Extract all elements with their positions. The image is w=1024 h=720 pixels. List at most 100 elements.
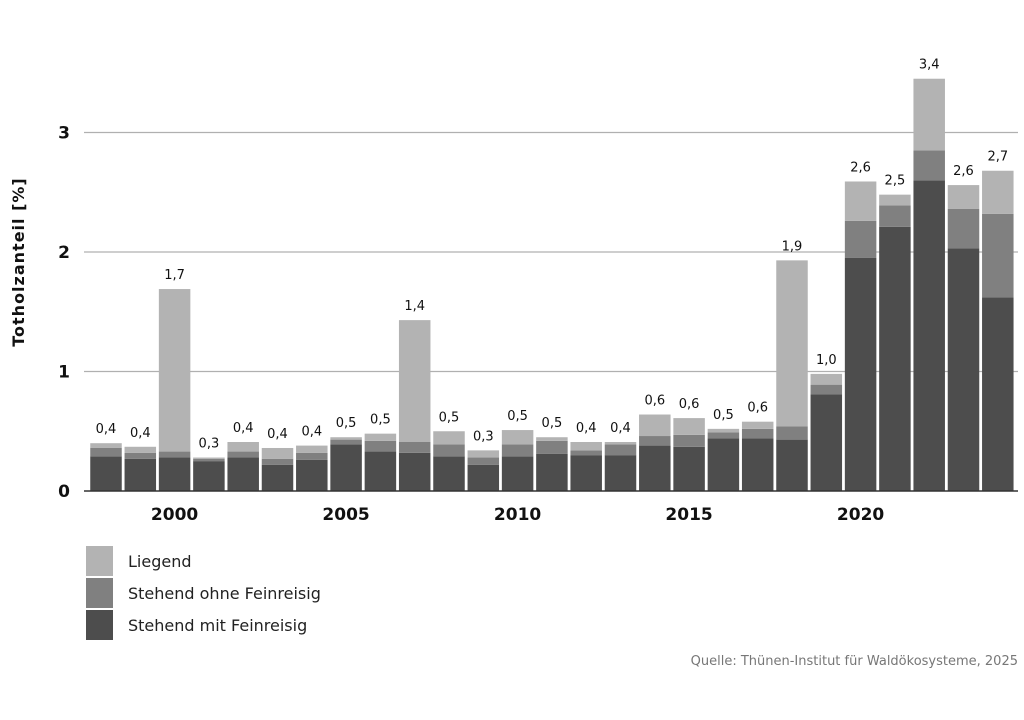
bar-segment-2013: [604, 442, 637, 445]
total-label-2011: 0,5: [542, 416, 563, 431]
total-label-1999: 0,4: [130, 426, 151, 441]
bar-segment-1998: [90, 443, 122, 448]
bar-segment-2002: [227, 451, 259, 458]
total-label-2020: 2,6: [850, 160, 871, 175]
bar-segment-2000: [158, 451, 191, 458]
bar-segment-2009: [467, 457, 500, 465]
bar-segment-2015: [673, 446, 705, 491]
bar-segment-2012: [570, 450, 602, 456]
x-tick-labels: 2000 2005 2010 2015 2020: [151, 505, 884, 525]
bar-segment-2014: [639, 414, 671, 437]
total-label-2023: 2,6: [953, 164, 974, 179]
bar-segment-2023: [947, 208, 980, 249]
bar-segment-2015: [673, 418, 705, 435]
total-label-2022: 3,4: [919, 58, 940, 73]
total-label-2014: 0,6: [644, 394, 665, 409]
bar-segment-2018: [776, 426, 808, 440]
total-label-2008: 0,5: [439, 410, 460, 425]
bar-segment-2010: [501, 430, 534, 445]
bar-segment-2011: [536, 453, 568, 491]
bar-segment-2005: [330, 444, 362, 491]
bar-segment-2016: [707, 432, 740, 439]
bar-segment-1998: [90, 447, 122, 457]
total-label-2009: 0,3: [473, 429, 494, 444]
bars: [90, 78, 1014, 492]
total-label-2013: 0,4: [610, 421, 631, 436]
x-tick-label: 2020: [837, 505, 884, 525]
bar-segment-1998: [90, 456, 122, 491]
x-tick-label: 2015: [665, 505, 712, 525]
bar-segment-2022: [913, 78, 945, 151]
legend-swatch: [86, 610, 113, 640]
bar-segment-2005: [330, 437, 362, 440]
total-label-2001: 0,3: [199, 437, 220, 452]
bar-segment-2010: [501, 456, 534, 491]
gridlines: [84, 131, 1018, 373]
bar-segment-2003: [261, 458, 294, 465]
total-label-2021: 2,5: [885, 174, 906, 189]
bar-segment-2017: [741, 421, 774, 429]
bar-segment-2006: [364, 440, 397, 452]
bar-segment-2001: [193, 458, 225, 462]
bar-segment-2022: [913, 150, 945, 181]
bar-segment-2012: [570, 442, 602, 451]
y-tick-labels: 0 1 2 3: [58, 124, 70, 503]
bar-segment-2016: [707, 438, 740, 491]
legend: Liegend Stehend ohne Feinreisig Stehend mi…: [86, 546, 321, 640]
bar-segment-2004: [296, 445, 328, 453]
legend-label: Liegend: [128, 552, 192, 571]
total-label-2024: 2,7: [987, 150, 1008, 165]
bar-segment-2020: [844, 220, 877, 258]
bar-segment-2022: [913, 180, 945, 492]
bar-segment-2017: [741, 428, 774, 439]
bar-segment-2011: [536, 437, 568, 441]
bar-segment-2007: [398, 452, 431, 491]
y-tick-label: 0: [58, 482, 70, 502]
bar-segment-2015: [673, 434, 705, 447]
total-label-2006: 0,5: [370, 413, 391, 428]
bar-segment-2005: [330, 439, 362, 445]
legend-label: Stehend ohne Feinreisig: [128, 584, 321, 603]
bar-segment-1999: [124, 458, 157, 491]
bar-segment-2024: [982, 170, 1014, 214]
bar-segment-2002: [227, 457, 259, 491]
bar-segment-2021: [879, 194, 911, 206]
bar-segment-2018: [776, 439, 808, 491]
y-axis-label: Totholzanteil [%]: [9, 177, 28, 347]
bar-segment-2008: [433, 444, 465, 457]
total-label-2017: 0,6: [747, 401, 768, 416]
y-tick-label: 1: [58, 363, 70, 383]
bar-segment-2001: [193, 461, 225, 491]
total-label-2019: 1,0: [816, 353, 837, 368]
bar-segment-2018: [776, 260, 808, 427]
total-label-2018: 1,9: [782, 239, 803, 254]
bar-segment-2024: [982, 297, 1014, 491]
bar-segment-2001: [193, 457, 225, 459]
bar-segment-2020: [844, 181, 877, 221]
total-label-2015: 0,6: [679, 397, 700, 412]
total-label-2016: 0,5: [713, 408, 734, 423]
total-label-2002: 0,4: [233, 421, 254, 436]
bar-segment-2024: [982, 213, 1014, 298]
bar-segment-2017: [741, 438, 774, 491]
y-tick-label: 3: [58, 124, 70, 144]
bar-segment-2019: [810, 384, 843, 395]
total-label-2005: 0,5: [336, 416, 357, 431]
bar-segment-2023: [947, 248, 980, 491]
total-label-2003: 0,4: [267, 427, 288, 442]
bar-segment-2009: [467, 450, 500, 458]
bar-segment-2004: [296, 459, 328, 491]
bar-segment-2013: [604, 444, 637, 456]
bar-segment-2012: [570, 455, 602, 491]
bar-segment-2014: [639, 436, 671, 446]
bar-segment-2008: [433, 431, 465, 445]
bar-segment-2003: [261, 464, 294, 491]
legend-label: Stehend mit Feinreisig: [128, 616, 307, 635]
total-label-2007: 1,4: [404, 299, 425, 314]
bar-segment-1999: [124, 452, 157, 459]
bar-segment-2020: [844, 257, 877, 491]
bar-segment-2019: [810, 394, 843, 491]
source-note: Quelle: Thünen-Institut für Waldökosyste…: [691, 654, 1018, 669]
bar-segment-2006: [364, 433, 397, 441]
